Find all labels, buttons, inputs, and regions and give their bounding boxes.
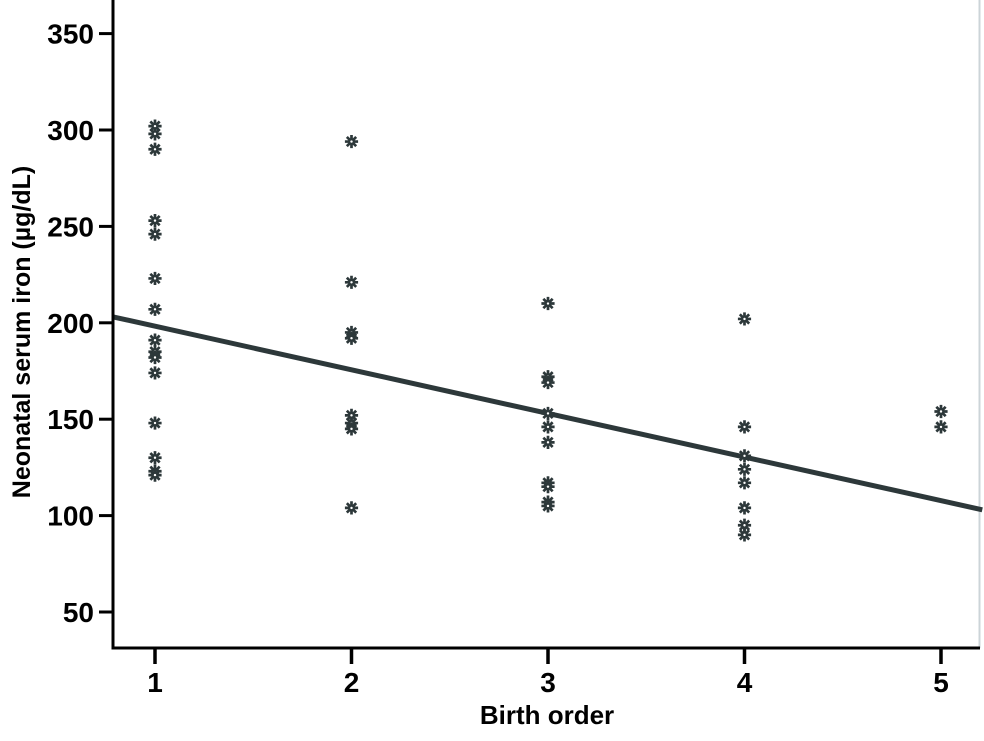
data-point-marker [737, 476, 752, 490]
y-axis-title: Neonatal serum iron (µg/dL) [8, 166, 36, 498]
x-tick-label: 4 [737, 667, 753, 698]
data-point-marker [541, 296, 555, 311]
data-point-marker [344, 501, 359, 515]
y-tick-label: 350 [47, 19, 94, 50]
x-tick-label: 5 [933, 667, 949, 698]
data-point-marker [737, 449, 752, 463]
x-tick-label: 1 [147, 667, 163, 698]
data-point-marker [148, 468, 162, 482]
y-tick-label: 300 [47, 115, 94, 146]
data-point-marker [148, 227, 162, 241]
data-point-marker [148, 271, 162, 286]
data-point-marker [541, 480, 555, 494]
data-point-marker [737, 420, 752, 434]
data-point-marker [148, 333, 162, 347]
x-tick-label: 3 [540, 667, 556, 698]
data-point-marker [541, 435, 555, 449]
data-point-marker [541, 499, 555, 513]
y-tick-label: 150 [47, 404, 94, 435]
data-point-marker [148, 142, 162, 156]
y-tick-label: 200 [47, 308, 94, 339]
data-point-marker [148, 366, 162, 380]
data-point-marker [148, 214, 162, 228]
data-point-marker [148, 416, 162, 430]
y-tick-label: 250 [47, 211, 94, 242]
data-point-marker [344, 134, 359, 149]
data-point-marker [148, 127, 162, 141]
data-point-marker [737, 462, 752, 476]
data-point-marker [934, 404, 948, 419]
plot-layer: 50 100 150 200 250 300 350 1 2 3 4 5 [47, 0, 983, 698]
x-tick-label: 2 [344, 667, 360, 698]
data-point-marker [344, 422, 359, 436]
data-point-marker [344, 331, 359, 345]
data-point-marker [737, 501, 752, 515]
y-tick-label: 50 [63, 597, 94, 628]
data-point-marker [737, 312, 752, 326]
data-point-marker [934, 420, 948, 434]
y-tick-label: 100 [47, 501, 94, 532]
data-point-marker [148, 302, 162, 316]
data-point-marker [148, 350, 162, 365]
data-point-marker [737, 528, 752, 542]
data-point-marker [148, 451, 162, 465]
data-point-marker [344, 275, 359, 289]
data-point-marker [541, 375, 555, 390]
data-point-marker [541, 406, 555, 421]
x-axis-title: Birth order [480, 700, 614, 730]
data-point-marker [541, 420, 555, 434]
